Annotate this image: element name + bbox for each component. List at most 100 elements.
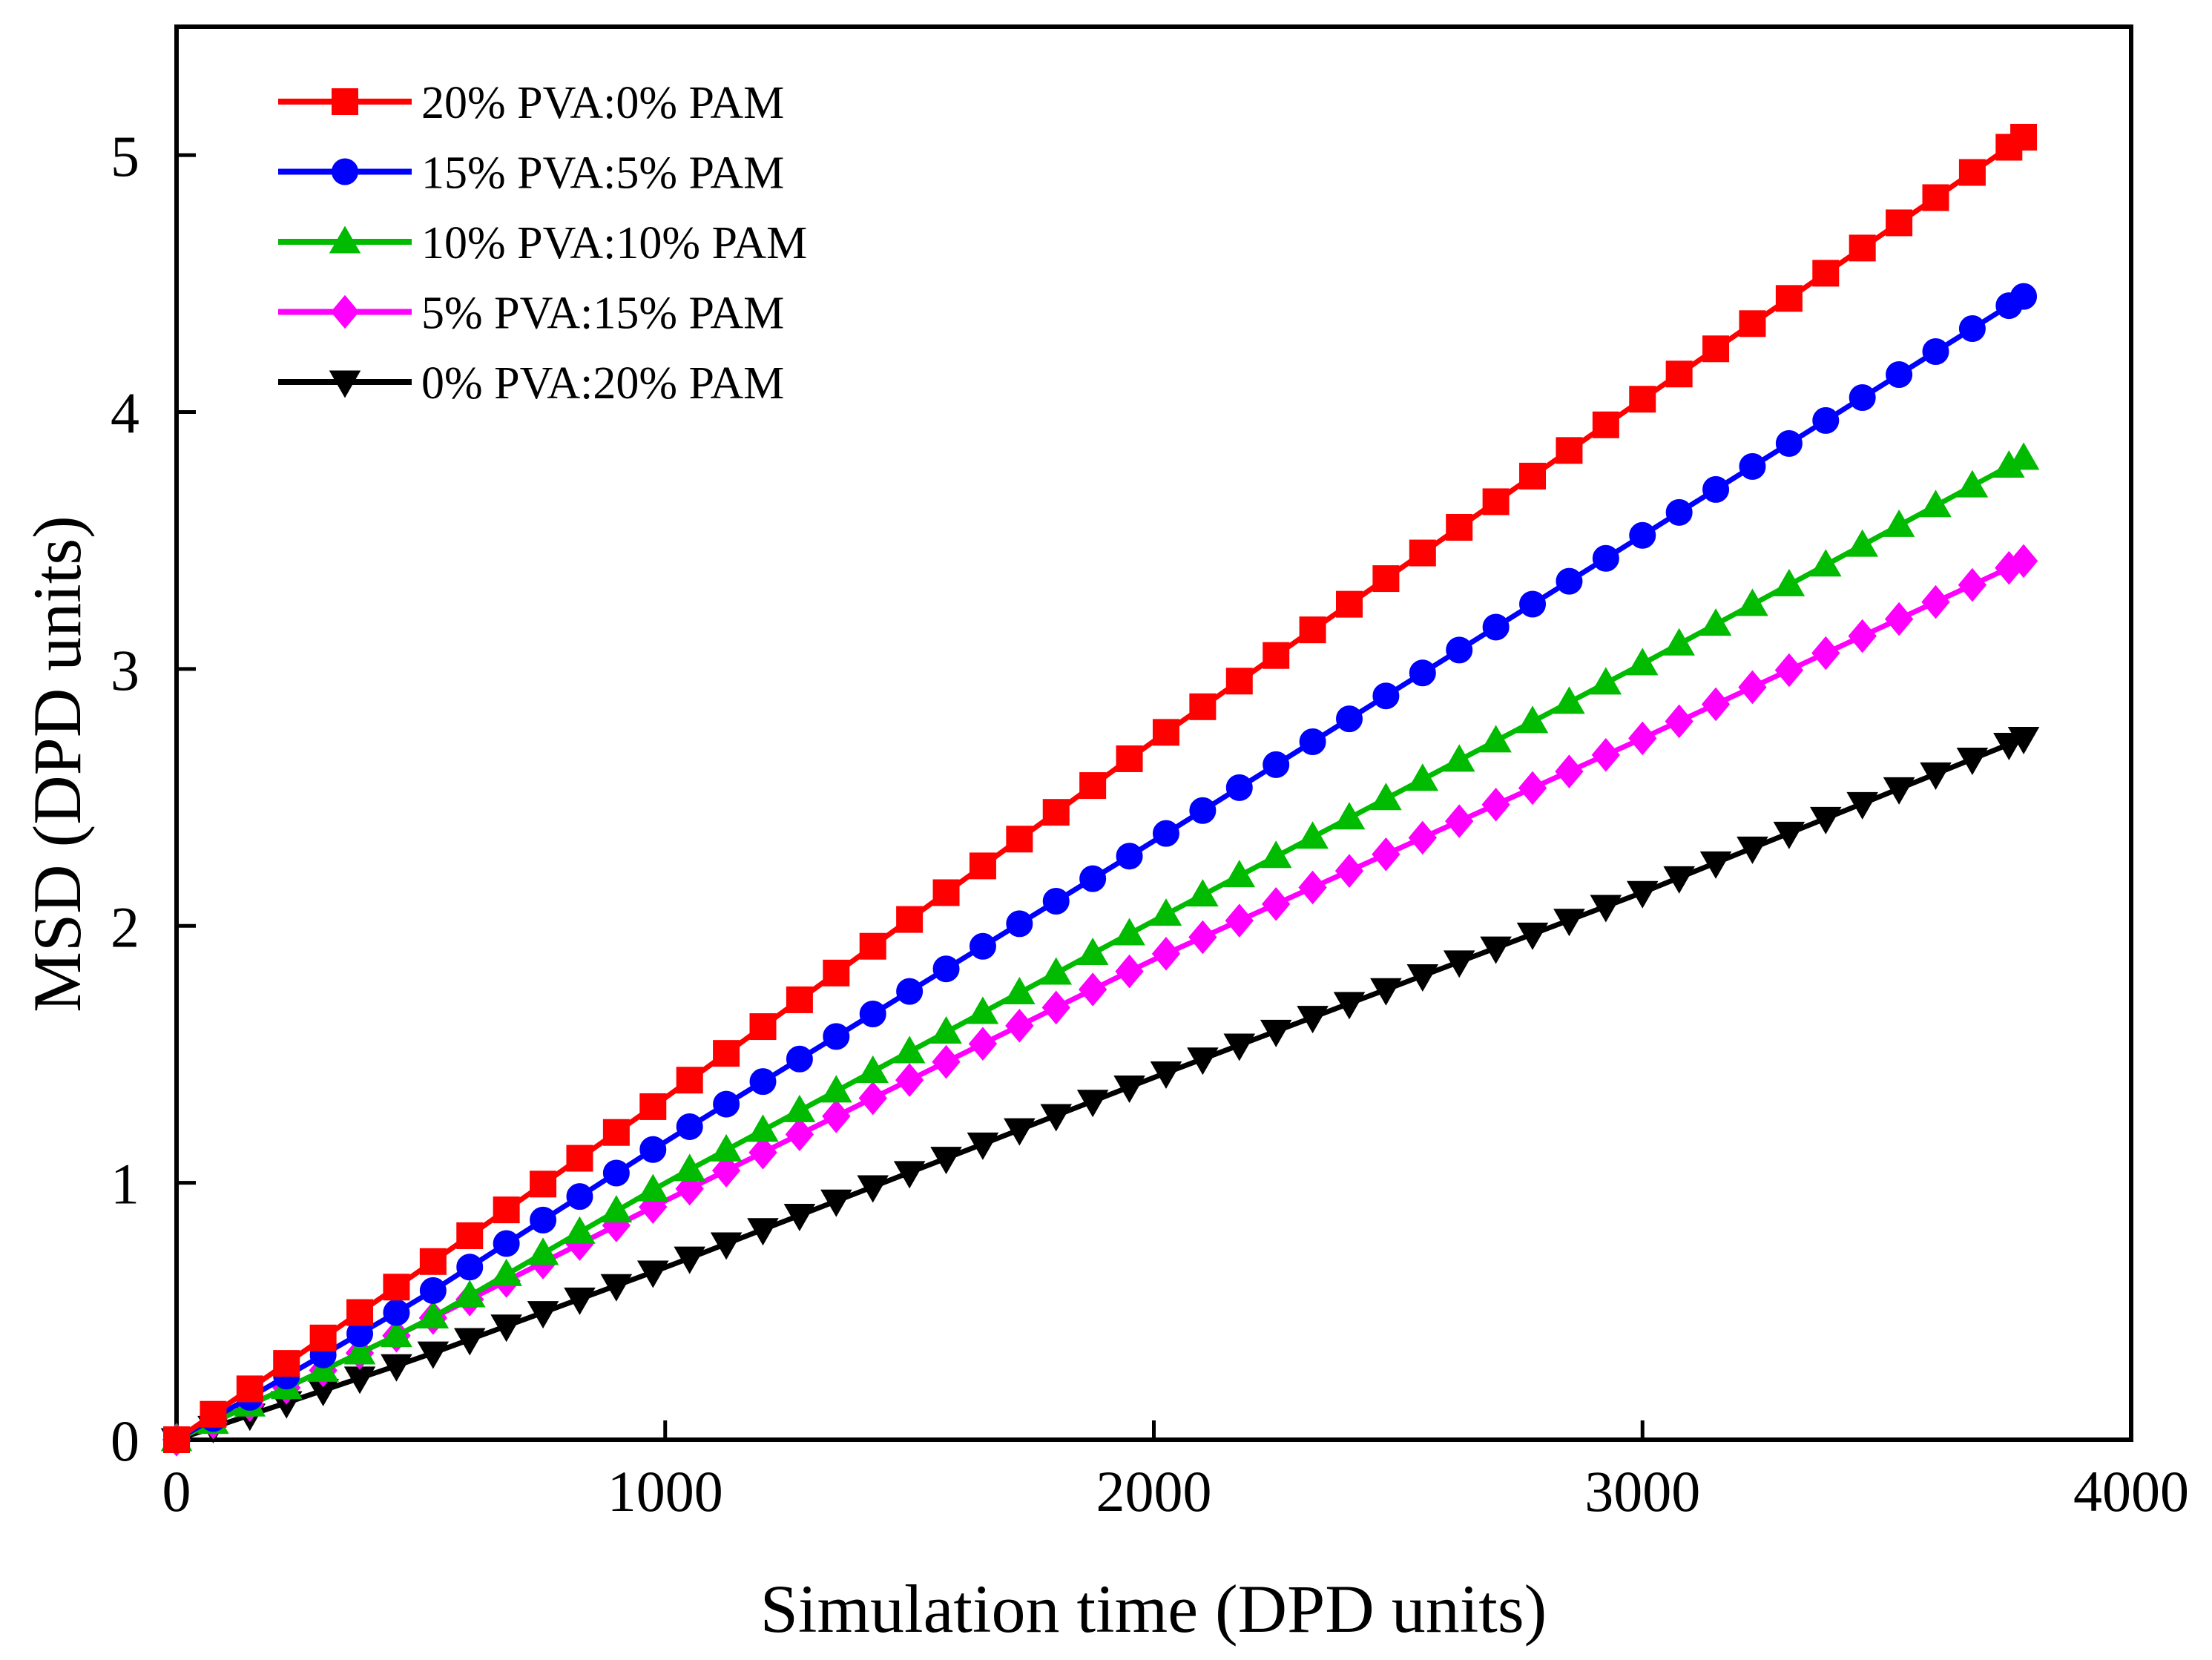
data-point bbox=[566, 1183, 593, 1211]
data-point bbox=[1811, 636, 1840, 671]
data-point bbox=[1812, 406, 1840, 434]
data-point bbox=[1333, 992, 1366, 1020]
data-point bbox=[783, 1094, 816, 1122]
data-point bbox=[456, 1254, 484, 1281]
data-point bbox=[1590, 895, 1622, 923]
data-point bbox=[1810, 549, 1842, 577]
data-point bbox=[1482, 488, 1510, 516]
data-point bbox=[1699, 608, 1732, 636]
data-point bbox=[1773, 568, 1806, 596]
data-point bbox=[1334, 854, 1364, 888]
data-point bbox=[1004, 976, 1036, 1004]
data-point bbox=[453, 1328, 486, 1356]
data-point bbox=[1592, 411, 1619, 438]
series-line bbox=[175, 559, 2025, 1443]
data-point bbox=[969, 852, 996, 880]
data-point bbox=[2010, 123, 2038, 151]
data-point bbox=[713, 1090, 740, 1118]
data-point bbox=[1518, 771, 1547, 806]
data-point bbox=[200, 1400, 227, 1428]
data-point bbox=[1040, 957, 1073, 985]
data-point bbox=[932, 955, 960, 983]
data-point bbox=[930, 1147, 962, 1175]
data-point bbox=[1372, 682, 1400, 710]
data-point bbox=[823, 959, 850, 987]
data-point bbox=[309, 1324, 337, 1351]
data-point bbox=[820, 1189, 852, 1217]
data-point bbox=[564, 1287, 596, 1315]
data-point bbox=[1810, 806, 1842, 834]
data-point bbox=[783, 1204, 816, 1232]
axis-ticks: 0 1000 2000 3000 4000 0 1 2 3 4 5 bbox=[111, 124, 2189, 1524]
legend-item: 20% PVA:0% PAM bbox=[278, 78, 784, 128]
data-point bbox=[600, 1274, 633, 1302]
data-point bbox=[417, 1301, 450, 1329]
data-point bbox=[1076, 937, 1109, 965]
legend-marker bbox=[330, 294, 360, 329]
data-point bbox=[1297, 821, 1329, 849]
data-point bbox=[2007, 726, 2040, 754]
data-point bbox=[896, 906, 924, 933]
data-point bbox=[1446, 513, 1473, 541]
data-point bbox=[968, 1027, 998, 1061]
data-point bbox=[747, 1114, 779, 1142]
data-point bbox=[1079, 772, 1107, 800]
data-point bbox=[1299, 616, 1326, 644]
data-point bbox=[1406, 964, 1439, 992]
data-point bbox=[932, 879, 960, 906]
data-point bbox=[1189, 797, 1217, 824]
data-point bbox=[711, 1153, 741, 1188]
data-point bbox=[1040, 1104, 1073, 1132]
data-point bbox=[1480, 725, 1512, 753]
y-tick-label: 5 bbox=[111, 124, 139, 188]
legend-item: 0% PVA:20% PAM bbox=[278, 358, 784, 409]
data-point bbox=[1188, 920, 1217, 955]
data-point bbox=[1042, 799, 1070, 826]
y-axis-title: MSD (DPD units) bbox=[19, 516, 95, 1012]
data-point bbox=[1482, 613, 1510, 641]
y-tick-label: 4 bbox=[111, 381, 139, 446]
data-point bbox=[823, 1023, 850, 1050]
data-point bbox=[493, 1196, 520, 1224]
data-point bbox=[1445, 804, 1474, 838]
series-2 bbox=[160, 442, 2040, 1452]
data-point bbox=[346, 1299, 374, 1326]
data-point bbox=[1480, 936, 1512, 964]
data-point bbox=[710, 1133, 743, 1162]
data-point bbox=[857, 1055, 889, 1083]
data-point bbox=[1886, 209, 1913, 237]
data-point bbox=[1702, 335, 1730, 363]
data-point bbox=[383, 1274, 410, 1301]
data-point bbox=[493, 1230, 520, 1257]
series-4 bbox=[160, 726, 2040, 1456]
data-point bbox=[453, 1279, 486, 1308]
data-point bbox=[600, 1195, 633, 1223]
data-point bbox=[1629, 386, 1656, 413]
data-point bbox=[1225, 903, 1254, 938]
data-point bbox=[2009, 544, 2038, 579]
data-point bbox=[1775, 285, 1803, 312]
data-point bbox=[1849, 234, 1876, 262]
data-point bbox=[1260, 1019, 1292, 1047]
data-point bbox=[307, 1354, 339, 1382]
legend-marker bbox=[332, 158, 358, 185]
series-line bbox=[175, 294, 2025, 1443]
data-point bbox=[1737, 588, 1768, 616]
data-point bbox=[1848, 619, 1877, 653]
data-point bbox=[1297, 1006, 1329, 1034]
data-point bbox=[1223, 860, 1256, 888]
data-point bbox=[1883, 509, 1915, 537]
data-point bbox=[1956, 470, 1989, 498]
data-point bbox=[1263, 642, 1290, 669]
data-point bbox=[1406, 763, 1439, 791]
data-point bbox=[1116, 745, 1143, 772]
y-tick-label: 0 bbox=[111, 1409, 139, 1473]
data-point bbox=[859, 932, 886, 960]
data-point bbox=[1006, 826, 1033, 853]
data-point bbox=[1116, 843, 1143, 870]
data-point bbox=[1516, 922, 1549, 950]
data-point bbox=[1079, 972, 1107, 1007]
legend: 20% PVA:0% PAM 15% PVA:5% PAM 10% PVA:10% … bbox=[278, 78, 807, 409]
data-point bbox=[748, 1135, 777, 1170]
data-point bbox=[932, 1044, 961, 1079]
